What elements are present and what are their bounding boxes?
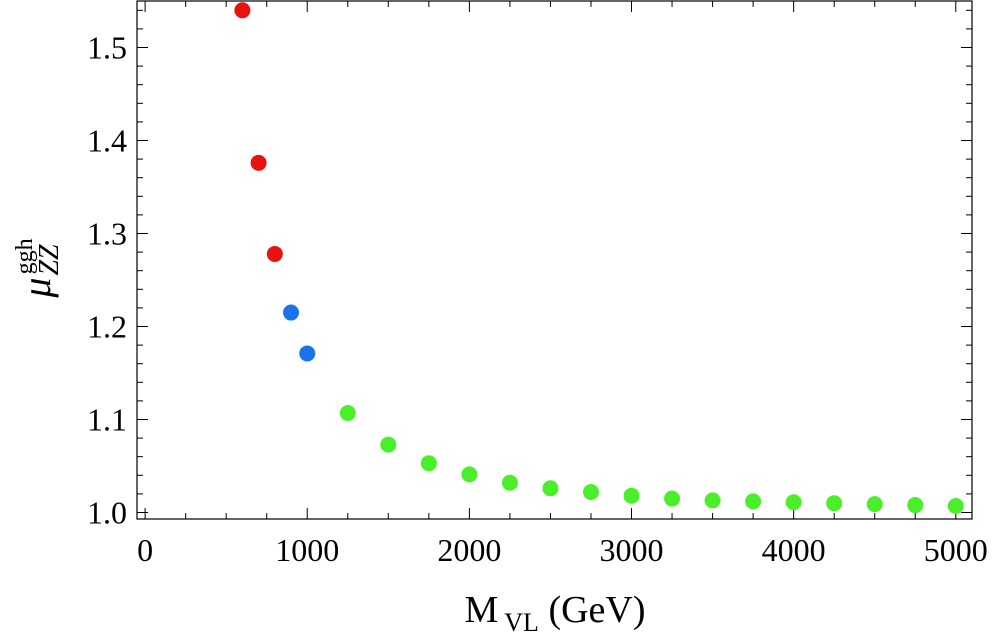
x-tick-label: 0 bbox=[137, 532, 153, 568]
data-point-blue bbox=[283, 304, 300, 321]
y-axis-title-main: μ bbox=[14, 278, 59, 299]
data-point-green bbox=[339, 404, 356, 421]
data-point-green bbox=[623, 487, 640, 504]
axis-tick-labels: 0 1000 2000 3000 4000 5000 1.0 1.1 1.2 1.3 1.4 1.5 bbox=[87, 29, 988, 568]
y-tick-label: 1.5 bbox=[87, 29, 127, 65]
data-point-green bbox=[704, 492, 721, 509]
data-point-green bbox=[542, 480, 559, 497]
data-point-green bbox=[461, 466, 478, 483]
data-point-green bbox=[947, 497, 964, 514]
data-point-green bbox=[826, 495, 843, 512]
data-point-green bbox=[907, 497, 924, 514]
x-axis-title-unit: (GeV) bbox=[539, 589, 646, 631]
x-axis-title-sub: VL bbox=[504, 608, 539, 636]
data-point-green bbox=[380, 436, 397, 453]
data-point-blue bbox=[299, 345, 316, 362]
data-point-green bbox=[501, 474, 518, 491]
data-point-red bbox=[250, 154, 267, 171]
data-point-green bbox=[664, 490, 681, 507]
y-tick-label: 1.3 bbox=[87, 215, 127, 251]
x-tick-label: 3000 bbox=[600, 532, 664, 568]
y-tick-label: 1.1 bbox=[87, 401, 127, 437]
x-tick-label: 5000 bbox=[924, 532, 988, 568]
y-tick-label: 1.2 bbox=[87, 308, 127, 344]
axis-ticks bbox=[137, 1, 972, 519]
y-axis-title: μZZggh bbox=[12, 238, 65, 298]
data-point-green bbox=[420, 455, 437, 472]
y-axis-title-sub: ZZ bbox=[34, 244, 65, 276]
y-axis-title-sup: ggh bbox=[12, 238, 38, 274]
y-tick-label: 1.0 bbox=[87, 494, 127, 530]
data-points bbox=[234, 2, 964, 514]
x-tick-label: 2000 bbox=[437, 532, 501, 568]
x-axis-title-main: M bbox=[464, 589, 498, 631]
data-point-red bbox=[234, 2, 251, 19]
x-axis-title: M VL (GeV) bbox=[464, 589, 645, 636]
data-point-green bbox=[785, 494, 802, 511]
x-tick-label: 1000 bbox=[275, 532, 339, 568]
x-tick-label: 4000 bbox=[762, 532, 826, 568]
y-tick-label: 1.4 bbox=[87, 122, 127, 158]
plot-frame bbox=[136, 0, 973, 520]
data-point-green bbox=[866, 496, 883, 513]
data-point-red bbox=[266, 245, 283, 262]
data-point-green bbox=[582, 484, 599, 501]
data-point-green bbox=[745, 493, 762, 510]
